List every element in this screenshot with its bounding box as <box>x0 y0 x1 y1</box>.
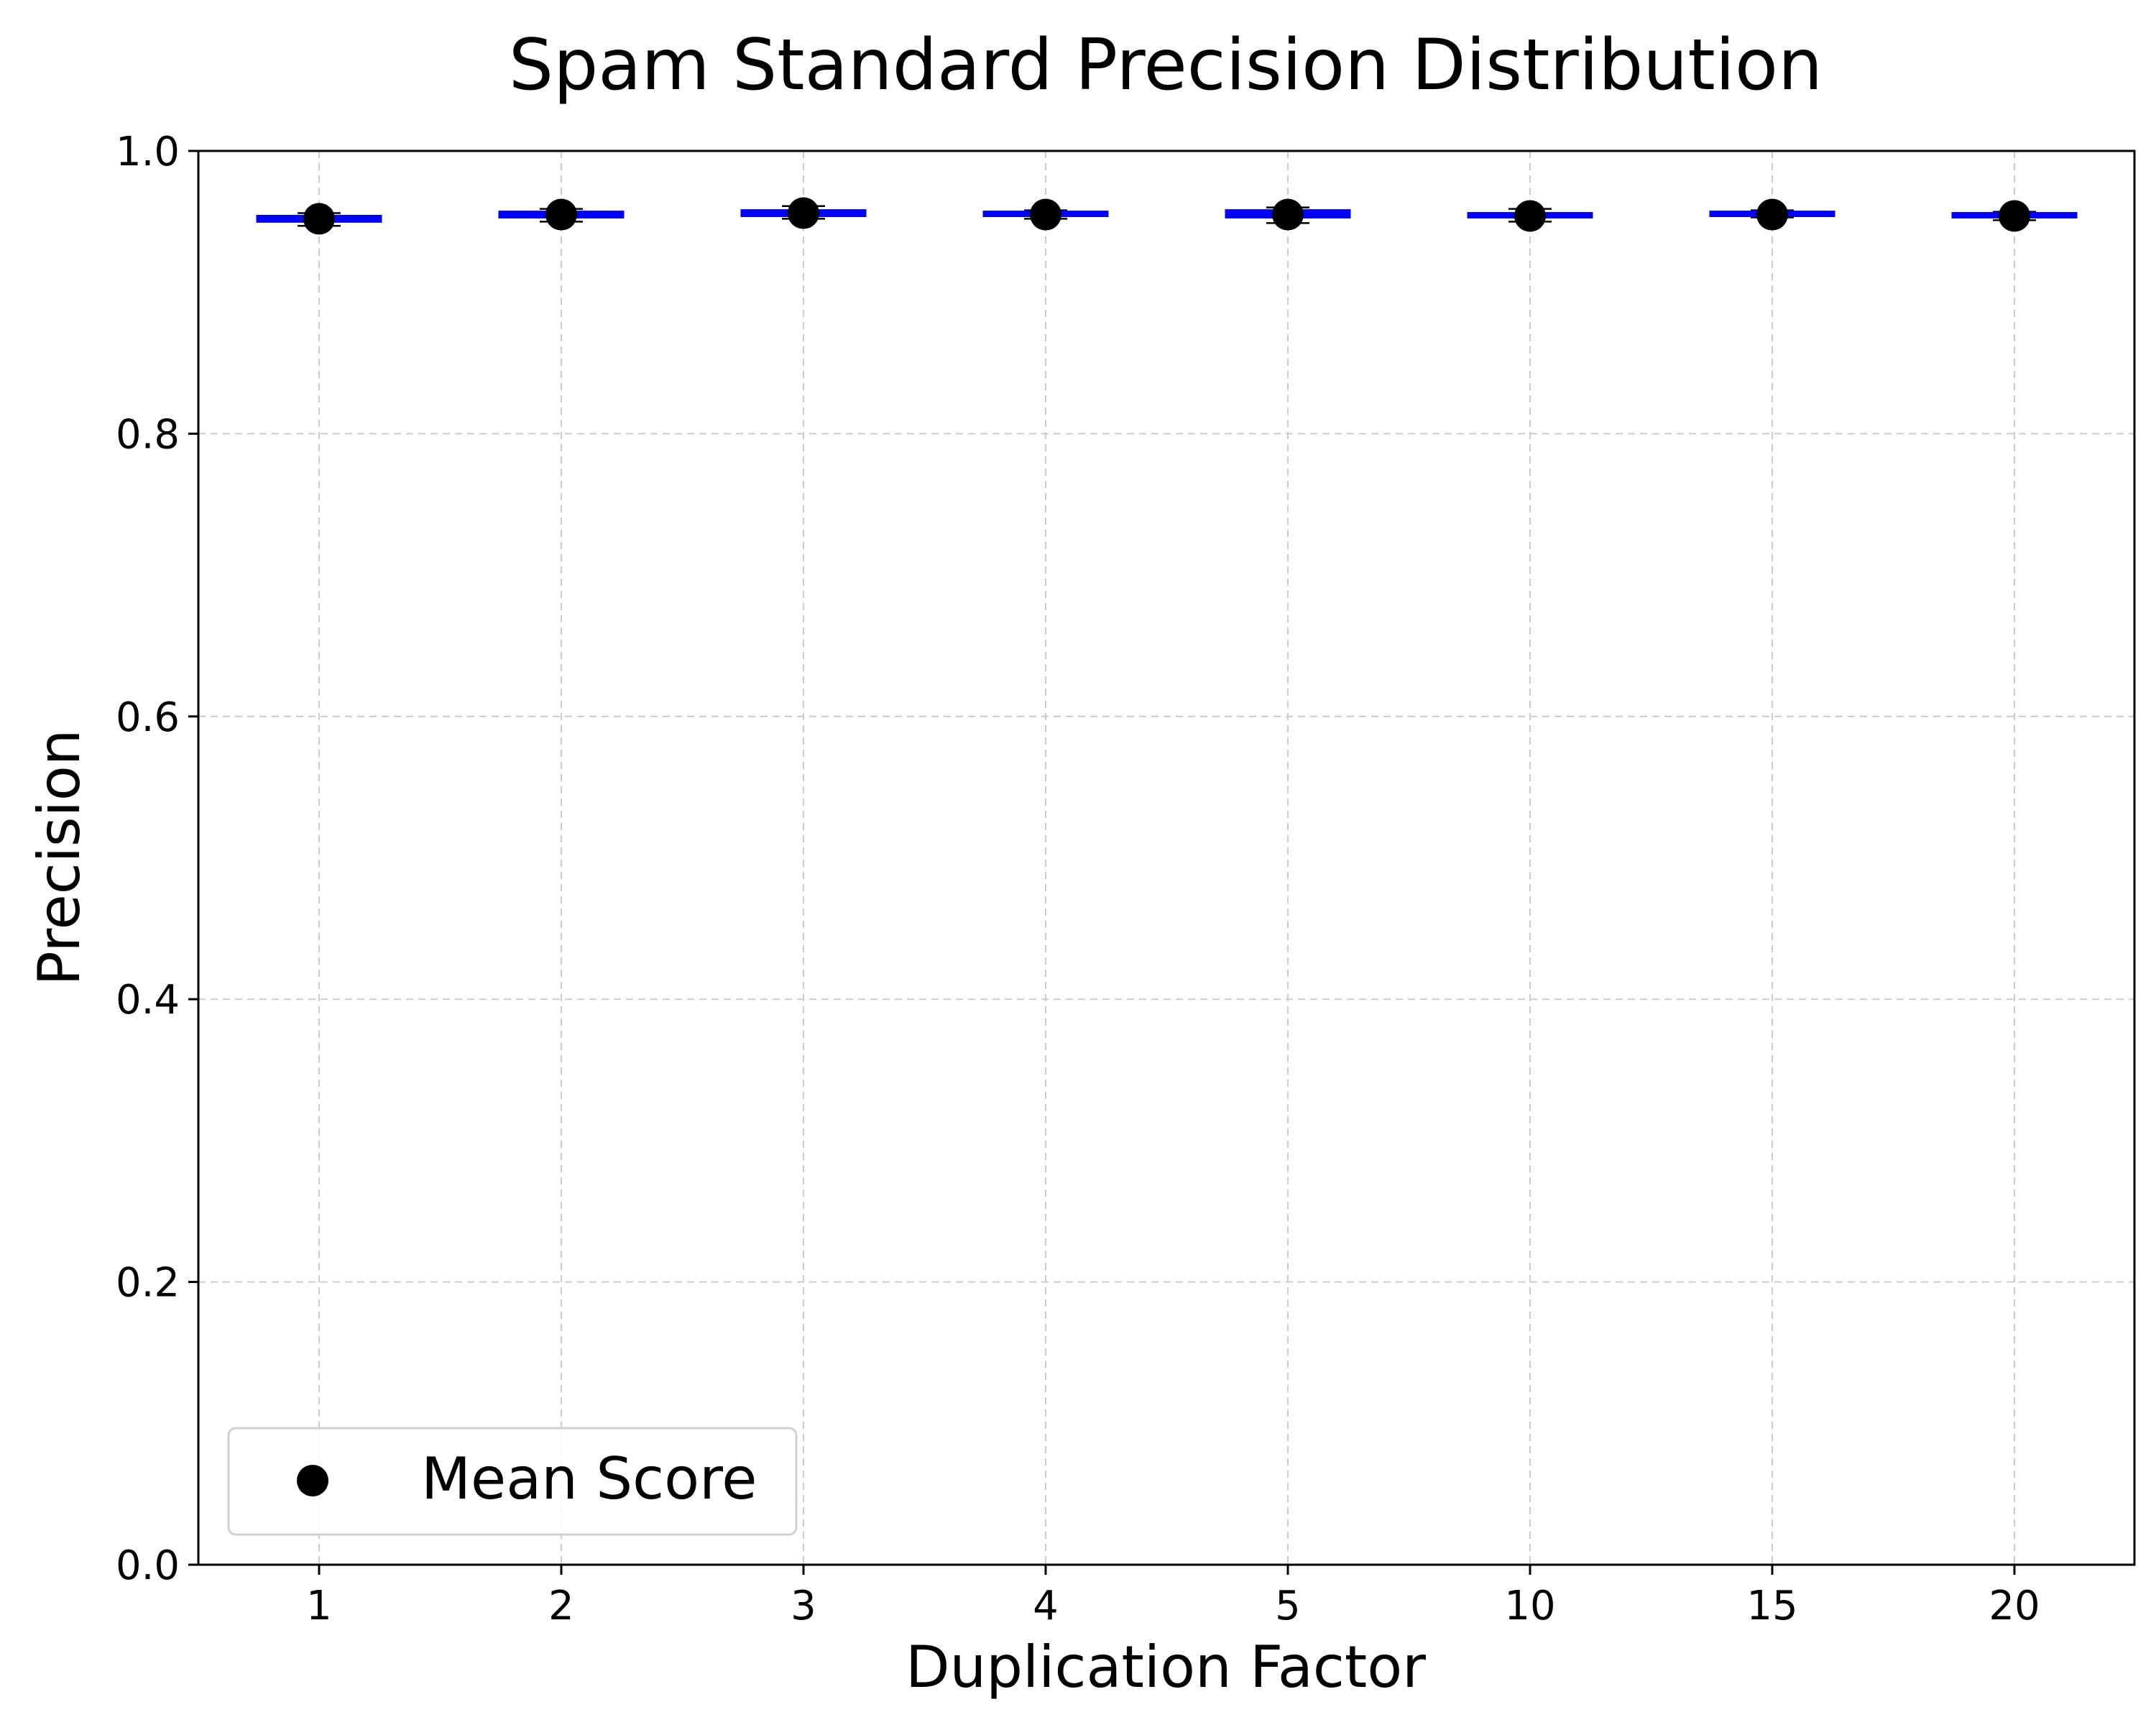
x-axis-label: Duplication Factor <box>906 1634 1426 1701</box>
x-tick-label: 2 <box>548 1583 574 1629</box>
legend-label: Mean Score <box>421 1445 757 1512</box>
y-tick-label: 1.0 <box>116 129 180 175</box>
x-axis-ticks: 1 2 3 4 5 10 15 20 <box>306 1565 2040 1629</box>
x-tick-label: 15 <box>1746 1583 1797 1629</box>
mean-markers <box>303 197 2030 235</box>
mean-marker-1 <box>303 203 335 235</box>
y-axis-ticks: 0.0 0.2 0.4 0.6 0.8 1.0 <box>116 129 198 1589</box>
mean-marker-10 <box>1514 200 1546 232</box>
mean-marker-20 <box>1999 200 2030 232</box>
legend-mean-marker <box>297 1465 328 1496</box>
y-axis-label: Precision <box>26 730 93 986</box>
y-tick-label: 0.4 <box>116 977 180 1024</box>
plot-frame <box>197 150 2136 1566</box>
x-tick-label: 1 <box>306 1583 332 1629</box>
y-tick-label: 0.2 <box>116 1260 180 1307</box>
y-tick-label: 0.6 <box>116 694 180 741</box>
x-tick-label: 3 <box>791 1583 816 1629</box>
x-tick-label: 10 <box>1504 1583 1555 1629</box>
x-tick-label: 20 <box>1989 1583 2040 1629</box>
legend: Mean Score <box>227 1427 798 1536</box>
mean-marker-3 <box>788 197 819 229</box>
grid <box>198 151 2134 1565</box>
mean-marker-4 <box>1030 198 1061 231</box>
y-tick-label: 0.0 <box>116 1542 180 1589</box>
mean-marker-15 <box>1756 198 1788 231</box>
mean-marker-2 <box>545 198 577 231</box>
x-tick-label: 4 <box>1033 1583 1059 1629</box>
x-tick-label: 5 <box>1275 1583 1301 1629</box>
mean-marker-5 <box>1272 198 1304 231</box>
chart-title: Spam Standard Precision Distribution <box>509 24 1823 106</box>
legend-box <box>227 1427 798 1536</box>
y-tick-label: 0.8 <box>116 411 180 458</box>
